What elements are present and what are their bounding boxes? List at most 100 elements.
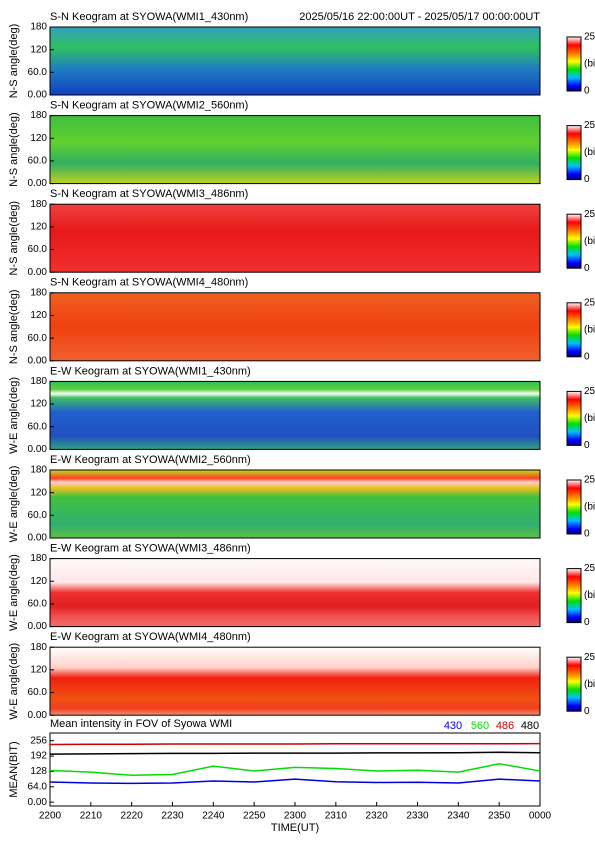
colorbar: [566, 568, 582, 624]
y-tick-label: 64.0: [28, 781, 48, 792]
colorbar-unit: (bit): [584, 413, 595, 424]
legend-entry: 560: [471, 720, 489, 732]
keogram-image: [50, 204, 540, 273]
y-tick-label: 60.0: [28, 687, 48, 698]
plot-frame: [49, 26, 541, 96]
series-line: [49, 742, 541, 746]
plot-frame: [49, 115, 541, 185]
y-tick-label: 120: [30, 665, 47, 676]
colorbar-tick-label: 0: [584, 263, 590, 274]
y-tick-label: 192: [30, 751, 47, 762]
series-line: [49, 762, 541, 777]
keogram-image: [50, 27, 540, 95]
y-tick-label: 128: [30, 766, 47, 777]
y-tick-label: 180: [30, 199, 47, 210]
colorbar-tick-label: 255: [584, 297, 595, 308]
x-tick-label: 2240: [202, 811, 225, 822]
y-tick-label: 0.00: [28, 621, 48, 632]
y-axis-label: N-S angle(deg): [8, 290, 20, 365]
y-tick-label: 60.0: [28, 156, 48, 167]
colorbar-tick-label: 255: [584, 652, 595, 663]
x-tick-label: 2300: [284, 811, 307, 822]
y-tick-label: 180: [30, 642, 47, 653]
panel-title: E-W Keogram at SYOWA(WMI1_430nm): [50, 365, 251, 377]
y-tick-label: 60.0: [28, 244, 48, 255]
y-tick-label: 180: [30, 287, 47, 298]
x-tick-label: 2340: [447, 811, 470, 822]
keogram-image: [50, 647, 540, 716]
colorbar-unit: (bit): [584, 236, 595, 247]
x-tick-label: 2210: [80, 811, 103, 822]
x-tick-label: 2350: [488, 811, 511, 822]
y-axis-label: W-E angle(deg): [8, 466, 20, 543]
colorbar-tick-label: 0: [584, 529, 590, 540]
y-tick-label: 256: [30, 735, 47, 746]
y-tick-label: 0.00: [28, 444, 48, 455]
colorbar-tick-label: 0: [584, 706, 590, 717]
y-tick-label: 120: [30, 44, 47, 55]
panel-title: E-W Keogram at SYOWA(WMI3_486nm): [50, 543, 251, 555]
y-tick-label: 180: [30, 553, 47, 564]
y-tick-label: 0.00: [28, 90, 48, 101]
y-tick-label: 120: [30, 487, 47, 498]
plot-frame: [49, 203, 541, 273]
x-tick-label: 2250: [243, 811, 266, 822]
x-tick-label: 2320: [366, 811, 389, 822]
y-tick-label: 120: [30, 222, 47, 233]
colorbar-tick-label: 0: [584, 86, 590, 97]
y-tick-label: 120: [30, 133, 47, 144]
y-axis-label: W-E angle(deg): [8, 643, 20, 720]
panel-title: E-W Keogram at SYOWA(WMI4_480nm): [50, 631, 251, 643]
plot-frame: [49, 558, 541, 628]
colorbar-unit: (bit): [584, 502, 595, 513]
panel-title: Mean intensity in FOV of Syowa WMI: [50, 718, 232, 730]
y-tick-label: 60.0: [28, 67, 48, 78]
x-axis-label: TIME(UT): [271, 822, 319, 834]
colorbar-tick-label: 255: [584, 32, 595, 43]
colorbar-tick-label: 255: [584, 386, 595, 397]
keogram-image: [50, 470, 540, 538]
panel-title: S-N Keogram at SYOWA(WMI4_480nm): [50, 277, 248, 289]
keogram-image: [50, 381, 540, 450]
plot-frame: [49, 646, 541, 716]
y-axis-label: W-E angle(deg): [8, 554, 20, 631]
y-tick-label: 0.00: [28, 533, 48, 544]
keogram-image: [50, 292, 540, 361]
y-axis-label: N-S angle(deg): [8, 201, 20, 276]
legend-entry: 486: [496, 720, 514, 732]
colorbar-unit: (bit): [584, 679, 595, 690]
colorbar-tick-label: 255: [584, 563, 595, 574]
keogram-image: [50, 558, 540, 627]
x-tick-label: 2220: [121, 811, 144, 822]
colorbar-tick-label: 0: [584, 174, 590, 185]
colorbar: [566, 302, 582, 358]
plot-frame: [49, 380, 541, 450]
x-tick-label: 2330: [406, 811, 429, 822]
y-tick-label: 60.0: [28, 510, 48, 521]
y-tick-label: 120: [30, 576, 47, 587]
y-tick-label: 60.0: [28, 599, 48, 610]
y-tick-label: 180: [30, 376, 47, 387]
keogram-image: [50, 115, 540, 184]
panel-title: S-N Keogram at SYOWA(WMI3_486nm): [50, 188, 248, 200]
x-tick-label: 2230: [161, 811, 184, 822]
y-tick-label: 180: [30, 110, 47, 121]
panel-subtitle: 2025/05/16 22:00:00UT - 2025/05/17 00:00…: [299, 11, 540, 23]
y-axis-label: N-S angle(deg): [8, 24, 20, 99]
legend-entry: 480: [521, 720, 539, 732]
x-tick-label: 0000: [529, 811, 552, 822]
panel-title: S-N Keogram at SYOWA(WMI1_430nm): [50, 11, 248, 23]
plot-frame: [49, 292, 541, 362]
colorbar-tick-label: 255: [584, 209, 595, 220]
panel-title: S-N Keogram at SYOWA(WMI2_560nm): [50, 100, 248, 112]
colorbar-unit: (bit): [584, 590, 595, 601]
colorbar: [566, 656, 582, 712]
colorbar-unit: (bit): [584, 147, 595, 158]
y-tick-label: 0.00: [28, 355, 48, 366]
colorbar-tick-label: 255: [584, 475, 595, 486]
panel-title: E-W Keogram at SYOWA(WMI2_560nm): [50, 454, 251, 466]
colorbar-tick-label: 0: [584, 351, 590, 362]
y-axis-label: W-E angle(deg): [8, 377, 20, 454]
y-axis-label: MEAN(BIT): [8, 741, 20, 797]
y-tick-label: 0.00: [28, 178, 48, 189]
